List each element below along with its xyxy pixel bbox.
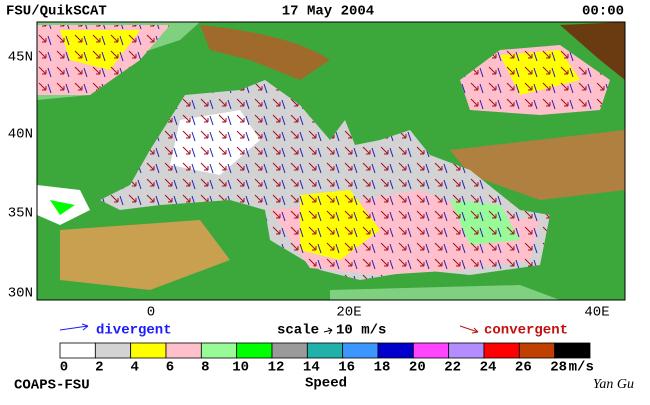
divergent-arrow [59,323,89,331]
color-swatch [59,342,96,359]
colorbar-label: Speed [305,376,347,392]
color-swatch [306,342,344,359]
colorbar-tick-label: 26 [515,360,532,376]
colorbar-tick-label: 10 [232,360,249,376]
lon-label: 40E [584,305,609,321]
color-swatch [554,342,591,359]
lat-label: 30N [8,286,33,302]
lat-label: 45N [8,50,33,66]
wind-vectors [100,80,550,280]
color-swatch [518,342,556,359]
legend-convergent: convergent [484,323,568,339]
colorbar-tick-label: 18 [374,360,391,376]
colorbar-tick-label: 8 [201,360,209,376]
color-swatch [271,342,308,359]
lat-label: 35N [8,206,33,222]
color-swatch [165,342,202,359]
legend-scale-value: 10 m/s [336,323,386,339]
color-swatch [200,342,238,359]
scale-arrow [323,327,333,335]
map-border [36,21,626,301]
color-swatch [94,342,132,359]
color-swatch [130,342,167,359]
colorbar-unit: m/s [569,360,594,376]
colorbar-tick-label: 2 [95,360,103,376]
colorbar-tick-label: 4 [130,360,138,376]
legend-divergent: divergent [96,323,172,339]
lon-label: 0 [147,305,155,321]
desert [60,220,230,290]
colorbar-tick-label: 20 [409,360,426,376]
wind-vectors [460,45,610,115]
color-swatch [342,342,379,359]
mountains [560,22,625,80]
color-swatch [412,342,450,359]
header-left: FSU/QuikSCAT [6,4,107,20]
legend-scale: scale [277,323,319,339]
color-swatch [483,342,520,359]
header-center: 17 May 2004 [282,4,374,20]
color-swatch [377,342,414,359]
colorbar-tick-label: 28 [550,360,567,376]
lon-labels: 0 20E 40E [147,305,610,321]
lon-label: 20E [336,305,361,321]
footer-right: Yan Gu [593,377,634,392]
colorbar-tick-label: 14 [303,360,320,376]
wind-vectors [37,25,170,95]
color-swatch [236,342,273,359]
mountains [200,25,330,80]
lat-label: 40N [8,127,33,143]
color-swatch [448,342,485,359]
colorbar-tick-label: 6 [166,360,174,376]
colorbar-tick-label: 0 [60,360,68,376]
mountains [450,130,625,200]
lat-labels: 45N 40N 35N 30N [8,50,33,302]
colorbar-tick-label: 16 [338,360,355,376]
land-light [330,285,560,300]
colorbar-tick-label: 12 [268,360,285,376]
colorbar-tick-label: 24 [480,360,497,376]
convergent-arrow [459,325,479,334]
colorbar: 0 2 4 6 8 10 12 14 16 18 20 22 24 26 28 m/s [59,342,594,376]
header-right: 00:00 [582,4,624,20]
map [36,21,626,301]
footer-left: COAPS-FSU [14,378,90,394]
sea-speed [50,200,75,215]
colorbar-tick-label: 22 [444,360,461,376]
